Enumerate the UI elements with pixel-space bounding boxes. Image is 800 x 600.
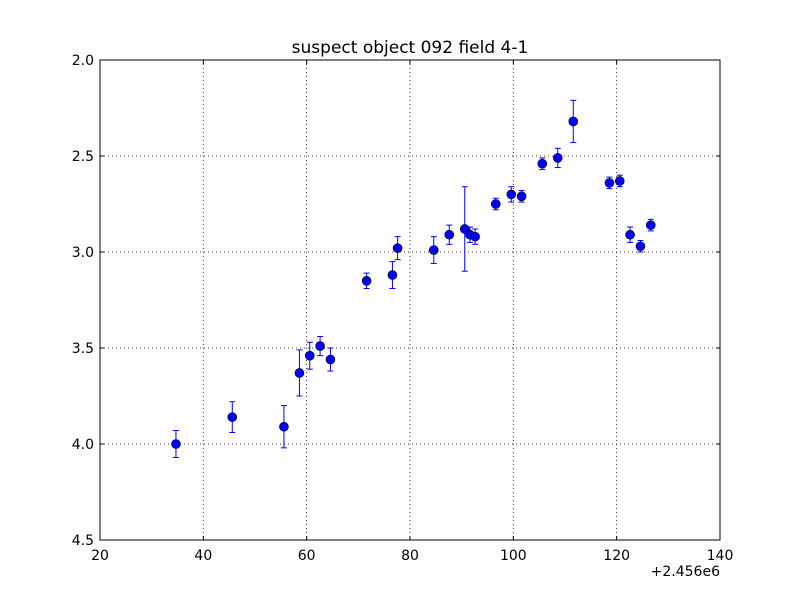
x-tick-label: 20 (91, 548, 109, 564)
x-offset-label: +2.456e6 (651, 564, 720, 580)
data-point (635, 241, 646, 252)
data-point (387, 270, 398, 280)
y-tick-label: 2.0 (72, 53, 94, 69)
data-point (392, 243, 403, 253)
y-tick-label: 3.0 (72, 245, 94, 261)
data-point (279, 421, 289, 432)
data-point (325, 354, 336, 365)
data-point (568, 116, 579, 127)
chart-title: suspect object 092 field 4-1 (292, 38, 529, 58)
chart-series (171, 99, 656, 458)
chart-grid (100, 60, 720, 540)
x-tick-label: 80 (401, 548, 419, 564)
x-tick-label: 140 (707, 548, 734, 564)
data-point (614, 176, 625, 186)
x-tick-label: 40 (194, 548, 212, 564)
data-point (490, 199, 501, 209)
data-point (625, 229, 635, 240)
y-tick-label: 4.5 (72, 533, 94, 549)
data-point (315, 341, 325, 351)
data-point (604, 178, 615, 188)
data-point (304, 350, 315, 361)
data-point (361, 275, 372, 286)
data-point (537, 158, 548, 169)
data-point (428, 245, 439, 255)
data-point (645, 220, 656, 230)
data-point (470, 231, 480, 242)
y-tick-label: 3.5 (72, 341, 94, 357)
chart-ticks: 20 40 60 80 100 120 140 2.0 2.5 3.0 3.5 4.0 4.5 (72, 53, 734, 564)
data-point (294, 368, 305, 378)
data-point (227, 412, 238, 422)
x-tick-label: 120 (603, 548, 630, 564)
data-point (171, 439, 181, 449)
data-point (552, 153, 563, 163)
y-tick-label: 4.0 (72, 437, 94, 453)
x-tick-label: 60 (298, 548, 316, 564)
data-point (516, 191, 527, 202)
x-tick-label: 100 (500, 548, 527, 564)
y-tick-label: 2.5 (72, 149, 94, 165)
data-point (444, 229, 455, 240)
data-point (506, 189, 517, 200)
